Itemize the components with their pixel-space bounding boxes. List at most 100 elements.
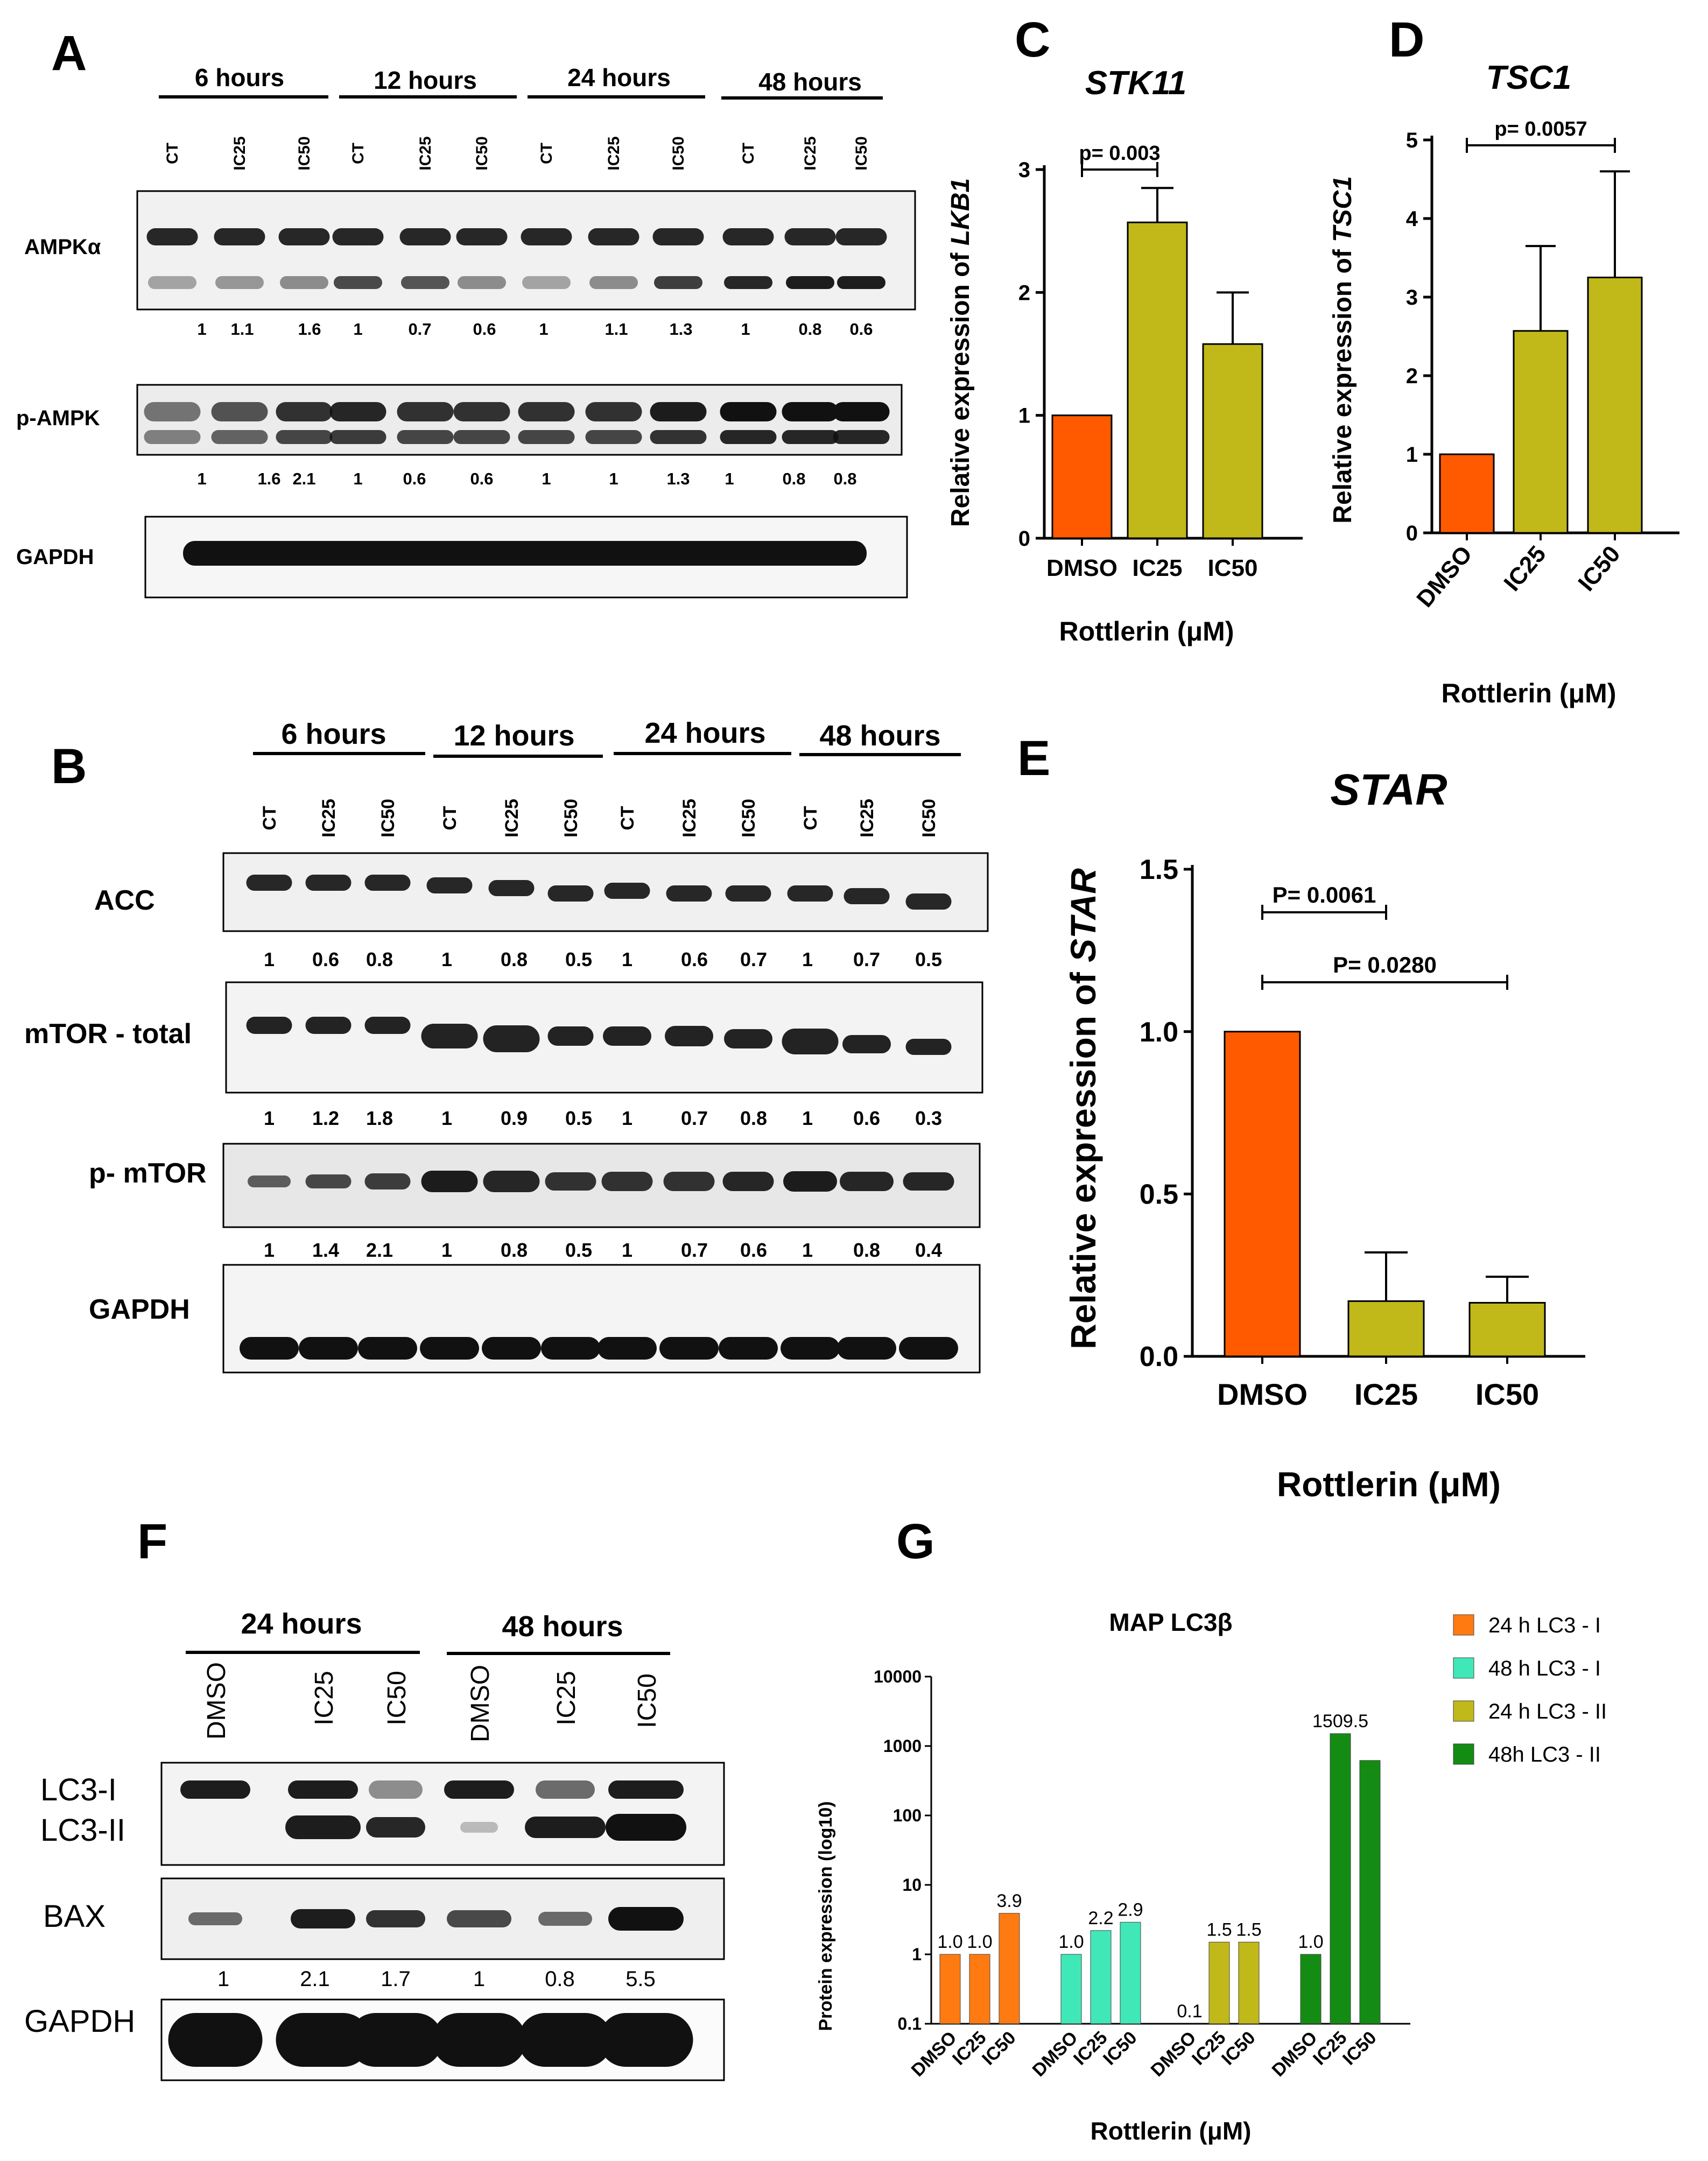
blot-f-bax-band [188,1912,242,1925]
chart-g: 0.11101001000100001.0DMSO1.0IC253.9IC501… [874,1667,1410,2081]
blot-b-acc-band [725,885,771,902]
blot-a-lane-label: IC25 [802,136,819,170]
blot-b-quant-value: 0.4 [915,1239,942,1261]
blot-a-lane-label: IC25 [605,136,623,170]
blot-a-ampk-quant-value: 1.6 [298,320,321,339]
panel-label-g: G [896,1514,935,1569]
chart-g-legend-swatch [1453,1657,1474,1679]
blot-b-lane-label: CT [259,806,280,830]
blot-f-lc3-2-band [460,1822,498,1833]
blot-b-lane-label: IC25 [319,799,339,837]
blot-f-lc3-1-band [180,1780,250,1799]
chart-bar [1051,414,1113,539]
chart-bar [1513,330,1569,534]
blot-b-acc-quant: 1 0.6 0.8 1 0.8 0.5 1 0.6 0.7 1 0.7 0.5 [264,948,942,970]
blot-a-pampk-lower-band [585,430,642,444]
blot-b-lane-label: IC50 [919,799,939,837]
blot-b-pmtor-band [722,1172,774,1191]
panel-label-f: F [137,1514,167,1569]
chart-g-category-label: IC50 [1099,2028,1141,2070]
blot-b-quant-value: 0.8 [366,948,393,970]
blot-b-gapdh-bands [240,1337,958,1360]
blot-b-pmtor-band [601,1172,653,1191]
blot-b-quant-value: 0.7 [681,1239,708,1261]
blot-b-quant-value: 0.6 [740,1239,767,1261]
blot-a-ampk-lower-band [280,276,328,289]
blot-b-timepoint: 12 hours [453,720,574,752]
blot-b-pmtor-band [421,1171,478,1192]
blot-b-acc-band [246,875,292,891]
blot-a-pampk-upper-band [518,402,575,421]
blot-f-lane-label: DMSO [202,1662,231,1740]
blot-a-lane-label: IC50 [296,136,313,170]
chart-g-legend-label: 48h LC3 - II [1488,1743,1601,1766]
blot-b-quant-value: 0.8 [740,1107,767,1129]
blot-f-bax-quant: 1 2.1 1.7 1 0.8 5.5 [217,1967,656,1991]
blot-b-lane-label: IC25 [679,799,700,837]
blot-a-pampk-lower-band [650,430,707,444]
chart-e: 0.0 0.5 1.0 1.5 DMSO IC25 IC50 P= 0.0061 P= 0.02… [1140,854,1585,1411]
chart-g-y-tick-label: 1 [912,1945,922,1964]
panel-label-c: C [1015,12,1050,67]
blot-b-pmtor-band [840,1172,894,1191]
blot-b-gapdh-band [659,1337,719,1360]
blot-f-row-label-lc3-1: LC3-I [40,1772,117,1807]
blot-a-pampk-upper-band [211,402,268,421]
blot-b-quant-value: 1 [622,1107,632,1129]
blot-b-acc-band [666,885,712,902]
blot-b-acc-band [364,875,411,891]
blot-b-acc-band [547,885,594,902]
blot-b-gapdh-band [899,1337,958,1360]
blot-a-pampk-lower-band [276,430,333,444]
blot-a-pampk-lower-band [518,430,575,444]
panel-label-b: B [51,739,87,794]
chart-g-ylabel: Protein expression (log10) [816,1801,836,2031]
chart-y-tick-label: 1 [1406,443,1418,467]
blot-b-pmtor-band [783,1171,837,1192]
blot-f-timepoint: 24 hours [241,1608,362,1640]
blot-a-ampk-upper-band [456,228,508,245]
chart-y-tick-label: 3 [1018,158,1030,182]
blot-b-gapdh-band [598,1337,657,1360]
blot-b-pmtor-band [545,1172,596,1191]
chart-g-legend-label: 24 h LC3 - II [1488,1700,1607,1723]
blot-a-timepoint: 48 hours [758,68,862,96]
blot-b-lane-labels: CT IC25 IC50 CT IC25 IC50 CT IC25 IC50 CT IC25 IC50 [259,799,939,837]
blot-a-pampk-upper-band [276,402,333,421]
blot-b-quant-value: 1.4 [312,1239,339,1261]
blot-a-lane-label: CT [349,143,367,164]
blot-b-acc-band [488,880,535,896]
chart-category-label: IC50 [1573,541,1625,596]
blot-a-ampk-quant-value: 1.3 [669,320,692,339]
blot-b-row-label: p- mTOR [89,1158,207,1189]
blot-a-row-label: GAPDH [16,545,94,569]
blot-b-quant-value: 0.7 [681,1107,708,1129]
blot-b-mtor-band [483,1025,540,1052]
blot-a-ampk-lower-band [401,276,449,289]
chart-c-title: STK11 [1085,65,1186,102]
chart-g-legend-swatch [1453,1743,1474,1765]
blot-a-row-label: AMPKα [24,235,101,259]
blot-b-lane-label: IC25 [502,799,522,837]
chart-g-bar-label: 3.9 [996,1891,1022,1911]
blot-a-lane-label: IC25 [417,136,434,170]
blot-a-ampk-upper-band [214,228,265,245]
blot-b-mtor-band [364,1017,411,1034]
chart-c: 0 1 2 3 DMSO IC25 IC50 p= 0.003 [1018,142,1303,581]
blot-f-bax-band [291,1909,355,1928]
blot-f-lane-label: IC25 [552,1671,581,1725]
blot-a-ampk-upper-band [835,228,887,245]
blot-a-ampk-upper-band [146,228,198,245]
blot-b-mtor-band [665,1026,713,1046]
blot-b-mtor-band [547,1026,594,1046]
blot-f-gapdh-band [348,2013,443,2067]
blot-a-ampk-quant-value: 1 [741,320,750,339]
blot-a-ampk-bands [146,228,887,289]
blot-a-pampk-upper-band [397,402,454,421]
blot-b-quant-value: 1.2 [312,1107,339,1129]
chart-c-xlabel: Rottlerin (μM) [1059,616,1234,646]
chart-y-tick-label: 1.5 [1140,854,1178,885]
blot-b-pmtor-bands [248,1171,954,1192]
blot-b-acc-band [305,875,352,891]
blot-b-pmtor-band [305,1174,352,1188]
